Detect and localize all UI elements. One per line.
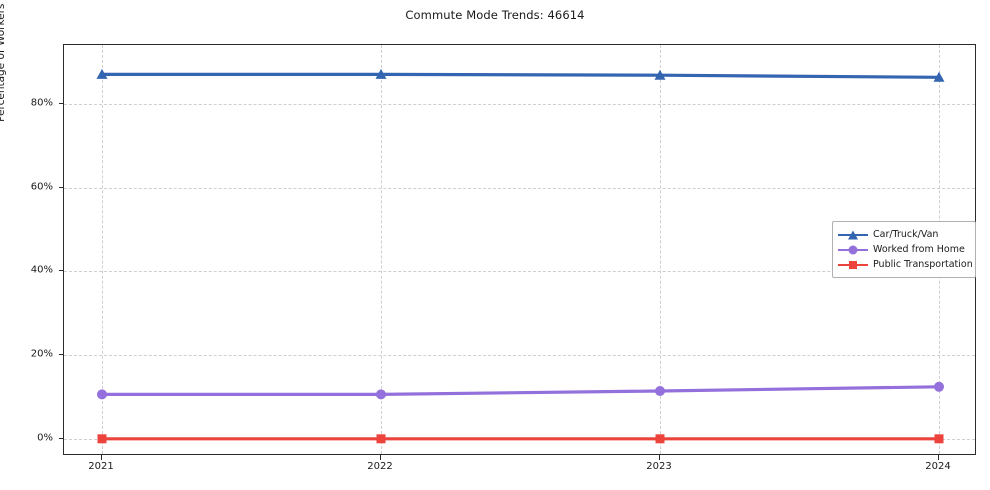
x-tick-mark xyxy=(380,455,381,460)
legend-item[interactable]: Worked from Home xyxy=(838,242,969,257)
gridline-vertical xyxy=(381,45,382,454)
y-tick-label: 0% xyxy=(37,432,53,444)
gridline-horizontal xyxy=(64,355,975,357)
gridline-horizontal xyxy=(64,271,975,273)
legend-item[interactable]: Car/Truck/Van xyxy=(838,227,969,242)
y-axis-label: Percentage of Workers (%) xyxy=(0,0,7,122)
x-tick-mark xyxy=(938,455,939,460)
x-tick-label: 2024 xyxy=(925,461,951,472)
x-tick-label: 2023 xyxy=(646,461,672,472)
y-tick-label: 60% xyxy=(30,181,53,193)
gridline-vertical xyxy=(660,45,661,454)
square-marker-icon xyxy=(849,260,857,269)
legend-label: Worked from Home xyxy=(873,244,965,255)
chart-title: Commute Mode Trends: 46614 xyxy=(405,8,585,22)
y-tick-mark xyxy=(58,270,63,272)
y-tick-mark xyxy=(58,438,63,440)
legend-swatch xyxy=(838,229,868,241)
series-group xyxy=(97,381,944,400)
gridline-vertical xyxy=(102,45,103,454)
triangle-marker-icon xyxy=(848,230,858,239)
circle-marker-icon xyxy=(848,245,858,254)
series-group xyxy=(96,68,945,82)
y-tick-mark xyxy=(58,186,63,188)
legend-item[interactable]: Public Transportation xyxy=(838,257,973,272)
series-polyline xyxy=(102,385,940,396)
legend-label: Car/Truck/Van xyxy=(873,229,939,240)
x-tick-mark xyxy=(101,455,102,460)
x-tick-label: 2022 xyxy=(367,461,393,472)
y-tick-label: 40% xyxy=(30,264,53,276)
legend-swatch xyxy=(838,259,868,271)
gridline-horizontal xyxy=(64,187,975,189)
series-polyline xyxy=(102,72,940,79)
x-tick-mark xyxy=(659,455,660,460)
y-tick-mark xyxy=(58,102,63,104)
y-tick-mark xyxy=(58,354,63,356)
chart-legend: Car/Truck/Van Worked from Home Public Tran… xyxy=(832,221,976,278)
x-tick-label: 2021 xyxy=(88,461,114,472)
gridline-horizontal xyxy=(64,103,975,105)
legend-swatch xyxy=(838,244,868,256)
y-tick-label: 20% xyxy=(30,348,53,360)
y-tick-label: 80% xyxy=(30,97,53,109)
gridline-horizontal xyxy=(64,439,975,441)
legend-label: Public Transportation xyxy=(873,259,973,270)
